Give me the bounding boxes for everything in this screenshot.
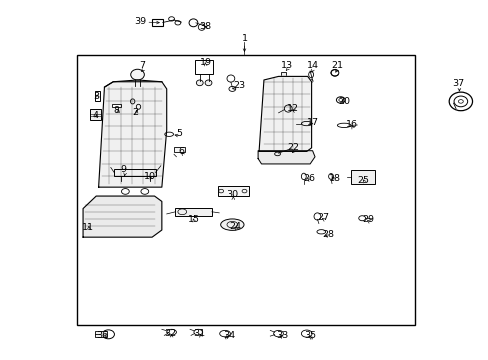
Ellipse shape: [220, 219, 244, 230]
Bar: [174, 147, 184, 152]
Bar: [95, 332, 107, 337]
Text: 9: 9: [120, 165, 126, 174]
Text: 35: 35: [304, 331, 316, 340]
Text: 38: 38: [199, 22, 211, 31]
Bar: [114, 168, 155, 176]
Text: 15: 15: [187, 215, 199, 224]
Text: 8: 8: [113, 106, 120, 115]
Text: 17: 17: [306, 118, 318, 127]
Bar: [95, 91, 100, 102]
Text: 4: 4: [92, 111, 98, 120]
Text: 22: 22: [286, 143, 299, 152]
Text: 31: 31: [193, 329, 205, 338]
Text: 6: 6: [178, 147, 184, 156]
Text: 33: 33: [276, 331, 288, 340]
Text: 32: 32: [164, 329, 176, 338]
Bar: [77, 55, 414, 325]
Text: 20: 20: [338, 97, 349, 106]
Bar: [351, 170, 374, 184]
Polygon shape: [99, 82, 166, 187]
Text: 13: 13: [281, 61, 293, 70]
Polygon shape: [258, 151, 314, 164]
Text: 18: 18: [328, 174, 340, 183]
Text: 3: 3: [93, 91, 99, 100]
Bar: [112, 104, 121, 107]
Bar: [195, 60, 213, 74]
Text: 7: 7: [139, 61, 145, 70]
Text: 27: 27: [317, 213, 328, 222]
Text: 12: 12: [286, 104, 299, 113]
Text: 29: 29: [362, 215, 374, 224]
Text: 10: 10: [143, 172, 155, 181]
Text: 25: 25: [357, 176, 369, 185]
Bar: [175, 208, 211, 216]
Text: 36: 36: [96, 331, 108, 340]
Text: 19: 19: [199, 58, 211, 67]
Bar: [90, 109, 101, 120]
Polygon shape: [259, 76, 311, 152]
Text: 23: 23: [233, 81, 245, 90]
Text: 37: 37: [451, 79, 464, 88]
Text: 24: 24: [229, 222, 241, 231]
Bar: [281, 72, 286, 80]
Text: 14: 14: [306, 61, 318, 70]
Text: 21: 21: [330, 61, 342, 70]
Text: 5: 5: [176, 129, 182, 138]
Text: 39: 39: [134, 17, 146, 26]
Text: 34: 34: [223, 331, 235, 340]
Ellipse shape: [196, 80, 203, 86]
Ellipse shape: [130, 69, 144, 80]
Text: 26: 26: [303, 174, 315, 183]
Bar: [152, 18, 163, 26]
Text: 16: 16: [345, 120, 357, 129]
Text: 1: 1: [241, 35, 247, 44]
Ellipse shape: [204, 80, 211, 86]
Text: 11: 11: [82, 222, 94, 231]
Text: 30: 30: [226, 190, 238, 199]
Polygon shape: [83, 196, 162, 237]
Text: 2: 2: [132, 108, 138, 117]
Text: 28: 28: [322, 230, 333, 239]
Bar: [217, 186, 249, 196]
